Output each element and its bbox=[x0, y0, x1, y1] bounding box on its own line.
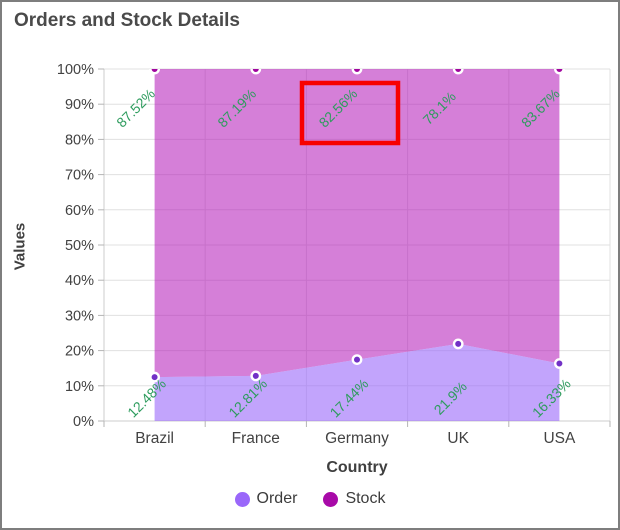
y-tick-label: 50% bbox=[65, 238, 94, 254]
stock-point-marker[interactable] bbox=[149, 65, 160, 75]
y-tick-label: 0% bbox=[73, 414, 94, 430]
x-axis-title: Country bbox=[326, 459, 388, 476]
y-tick-label: 100% bbox=[57, 62, 94, 78]
legend: Order Stock bbox=[2, 490, 618, 508]
order-point-marker[interactable] bbox=[149, 371, 161, 383]
stock-data-label: 87.52% bbox=[113, 86, 158, 131]
y-tick-label: 20% bbox=[65, 344, 94, 360]
order-point-marker[interactable] bbox=[452, 338, 464, 350]
highlight-box-annotation bbox=[299, 80, 401, 146]
stock-point-marker[interactable] bbox=[250, 65, 262, 75]
y-tick-label: 10% bbox=[65, 379, 94, 395]
stock-area[interactable] bbox=[154, 69, 560, 378]
legend-item-stock[interactable]: Stock bbox=[323, 490, 385, 508]
chart-title: Orders and Stock Details bbox=[14, 10, 240, 31]
legend-label: Stock bbox=[345, 490, 386, 507]
x-category-label: Brazil bbox=[135, 430, 174, 447]
x-category-label: France bbox=[232, 430, 280, 447]
stock-point-marker[interactable] bbox=[554, 65, 565, 75]
markers bbox=[149, 65, 565, 383]
order-point-marker[interactable] bbox=[554, 358, 565, 369]
y-tick-label: 30% bbox=[65, 308, 94, 324]
y-tick-label: 90% bbox=[65, 97, 94, 113]
stock-point-marker[interactable] bbox=[351, 65, 363, 75]
x-category-label: UK bbox=[447, 430, 469, 447]
order-area[interactable] bbox=[154, 343, 560, 421]
x-category-label: USA bbox=[543, 430, 576, 447]
y-tick-label: 80% bbox=[65, 132, 94, 148]
legend-label: Order bbox=[256, 490, 298, 507]
y-tick-label: 60% bbox=[65, 203, 94, 219]
legend-dot-stock bbox=[323, 491, 339, 507]
legend-item-order[interactable]: Order bbox=[234, 490, 298, 508]
order-point-marker[interactable] bbox=[351, 354, 363, 366]
order-point-marker[interactable] bbox=[250, 370, 262, 382]
y-tick-label: 70% bbox=[65, 168, 94, 184]
x-category-label: Germany bbox=[325, 430, 389, 447]
stock-point-marker[interactable] bbox=[452, 65, 464, 75]
legend-dot-order bbox=[234, 491, 250, 507]
y-tick-label: 40% bbox=[65, 273, 94, 289]
